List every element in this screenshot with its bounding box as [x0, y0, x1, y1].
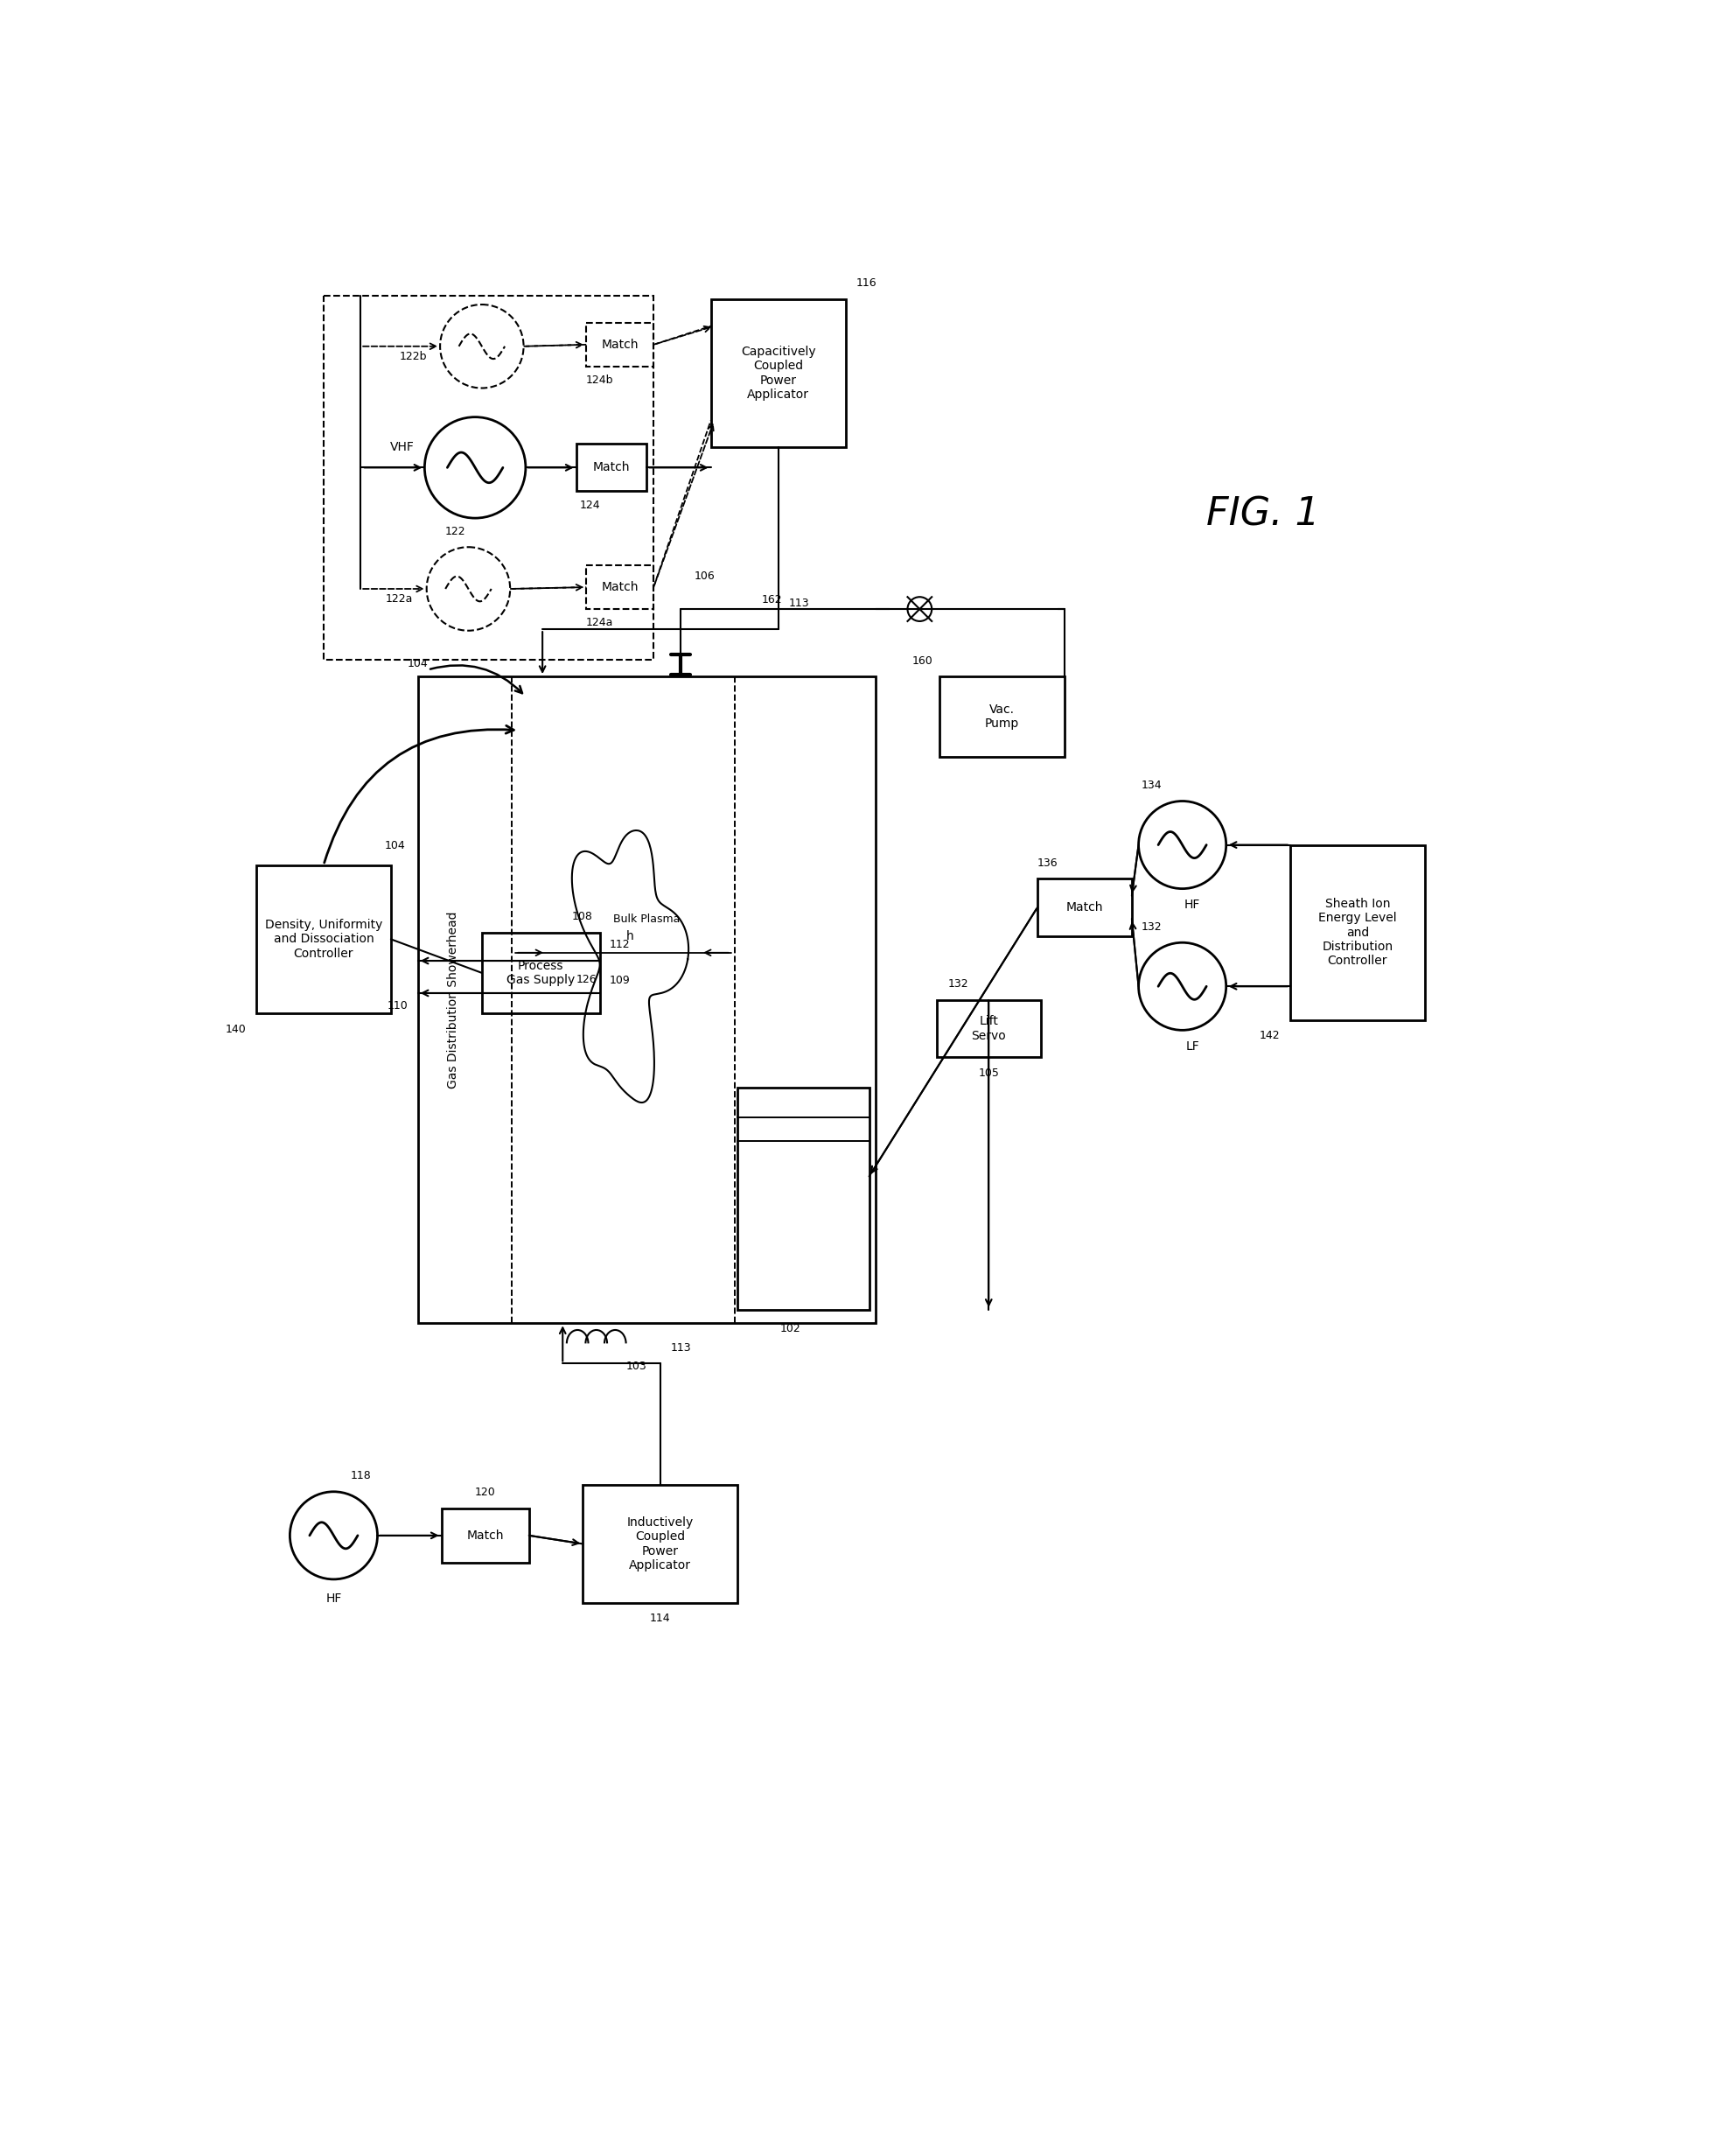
Text: Density, Uniformity
and Dissociation
Controller: Density, Uniformity and Dissociation Con… [265, 918, 381, 959]
Text: Inductively
Coupled
Power
Applicator: Inductively Coupled Power Applicator [627, 1516, 694, 1572]
Bar [576, 444, 646, 492]
Bar [586, 565, 653, 608]
Bar [936, 1000, 1041, 1056]
Text: Match: Match [601, 582, 637, 593]
Bar [442, 1509, 529, 1563]
Text: Match: Match [1065, 901, 1103, 914]
Text: 142: 142 [1259, 1031, 1280, 1041]
Text: 104: 104 [385, 841, 405, 852]
Text: Match: Match [601, 338, 637, 351]
Bar [940, 677, 1063, 757]
Bar [323, 295, 653, 660]
Bar [481, 931, 600, 1013]
Bar [417, 677, 876, 1324]
Text: 134: 134 [1141, 780, 1161, 791]
Text: 120: 120 [474, 1488, 495, 1498]
Text: 104: 104 [407, 658, 428, 671]
Text: FIG. 1: FIG. 1 [1206, 496, 1319, 533]
Text: Sheath Ion
Energy Level
and
Distribution
Controller: Sheath Ion Energy Level and Distribution… [1318, 899, 1397, 966]
Text: 160: 160 [912, 655, 933, 666]
Text: Lift
Servo: Lift Servo [971, 1015, 1005, 1041]
Text: 113: 113 [789, 597, 809, 608]
Text: Capacitively
Coupled
Power
Applicator: Capacitively Coupled Power Applicator [740, 345, 816, 401]
Text: 122a: 122a [385, 593, 412, 604]
Text: LF: LF [1185, 1041, 1199, 1052]
Text: 110: 110 [387, 1000, 407, 1011]
Text: 106: 106 [694, 571, 715, 582]
Text: 132: 132 [947, 979, 967, 990]
Text: 136: 136 [1036, 858, 1057, 869]
Text: 118: 118 [350, 1470, 371, 1481]
Bar [1038, 880, 1130, 936]
Text: 116: 116 [856, 278, 876, 289]
Bar [737, 1087, 869, 1309]
Text: 124b: 124b [586, 375, 613, 386]
Text: 108: 108 [572, 912, 593, 923]
Text: 132: 132 [1141, 921, 1161, 931]
Text: 112: 112 [610, 940, 631, 951]
Text: 102: 102 [780, 1324, 801, 1335]
Text: Gas Distribution Showerhead: Gas Distribution Showerhead [447, 912, 459, 1089]
Text: 109: 109 [610, 975, 631, 985]
Text: 126: 126 [576, 975, 596, 985]
Text: 122b: 122b [399, 351, 426, 362]
Bar [711, 300, 845, 446]
Text: Vac.
Pump: Vac. Pump [984, 703, 1019, 731]
Text: 114: 114 [649, 1613, 670, 1623]
Bar [256, 865, 390, 1013]
Text: 124: 124 [579, 500, 600, 511]
Text: 162: 162 [761, 595, 782, 606]
Text: 124a: 124a [586, 617, 613, 630]
Text: Match: Match [466, 1529, 503, 1542]
Text: HF: HF [325, 1593, 342, 1604]
Bar [1290, 845, 1424, 1020]
Text: 105: 105 [978, 1067, 998, 1078]
Text: Process
Gas Supply: Process Gas Supply [507, 959, 576, 985]
Text: Bulk Plasma: Bulk Plasma [613, 914, 680, 925]
Text: 103: 103 [625, 1360, 646, 1371]
Text: 140: 140 [225, 1024, 246, 1035]
Text: Match: Match [593, 461, 631, 474]
Bar [582, 1485, 737, 1602]
Text: h: h [625, 931, 634, 942]
Bar [586, 323, 653, 367]
Text: VHF: VHF [390, 442, 414, 453]
Text: HF: HF [1184, 899, 1199, 912]
Text: 113: 113 [670, 1343, 691, 1354]
Text: 122: 122 [445, 526, 466, 537]
